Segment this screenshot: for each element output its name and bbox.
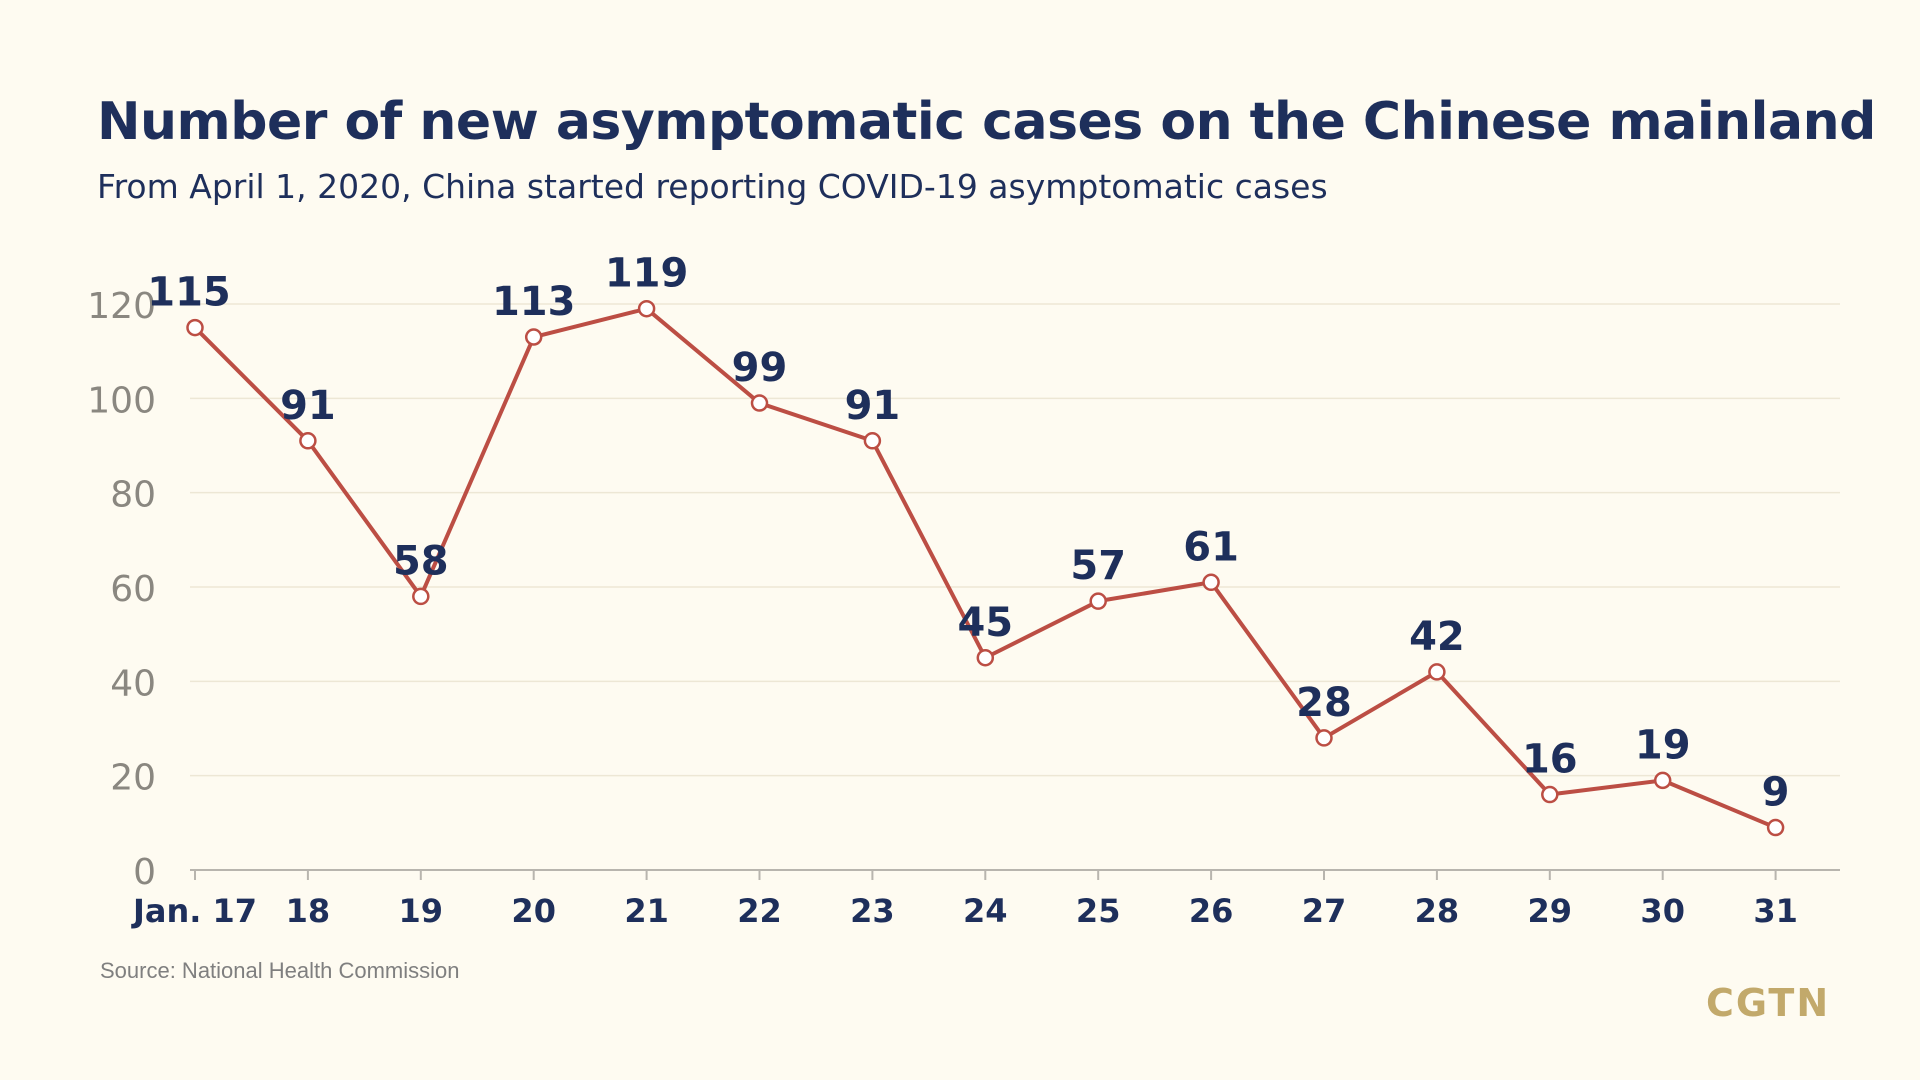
data-point <box>637 299 656 318</box>
data-point <box>299 432 317 450</box>
data-label: 61 <box>1183 524 1239 570</box>
x-tick-label: 23 <box>850 892 895 930</box>
x-tick-label: 26 <box>1189 892 1234 930</box>
data-labels: 115 91 58 113 119 99 91 45 57 61 28 42 16 19 9 <box>147 251 1789 816</box>
data-point <box>1315 729 1333 747</box>
x-tick-label: 18 <box>286 892 331 930</box>
y-tick-label: 100 <box>87 380 156 421</box>
x-tick-label: Jan. 17 <box>131 892 257 930</box>
data-point <box>186 318 204 337</box>
data-label: 99 <box>732 345 788 391</box>
data-label: 91 <box>845 383 901 429</box>
chart-subtitle: From April 1, 2020, China started report… <box>97 167 1328 206</box>
data-point <box>1202 573 1220 592</box>
data-label: 16 <box>1522 737 1578 783</box>
x-tick-label: 30 <box>1640 892 1685 930</box>
data-point <box>1428 663 1446 681</box>
data-label: 115 <box>147 270 231 316</box>
data-label: 119 <box>605 251 689 297</box>
data-label: 9 <box>1762 770 1790 816</box>
data-label: 58 <box>393 538 449 584</box>
x-tick-label: 27 <box>1302 892 1347 930</box>
chart-title: Number of new asymptomatic cases on the … <box>97 92 1876 152</box>
x-tick-label: 21 <box>624 892 669 930</box>
data-point <box>1089 592 1107 610</box>
data-point <box>524 328 543 346</box>
x-axis-ticks: Jan. 17 18 19 20 21 22 23 24 25 26 27 28 29 30 31 <box>131 870 1798 930</box>
data-point <box>1766 818 1785 837</box>
x-tick-label: 19 <box>399 892 444 930</box>
y-tick-label: 120 <box>87 286 156 327</box>
cgtn-logo: CGTN <box>1706 981 1831 1025</box>
data-label: 19 <box>1635 722 1691 768</box>
data-point <box>1541 785 1559 804</box>
source-note: Source: National Health Commission <box>100 958 460 983</box>
data-point <box>976 649 995 667</box>
y-tick-label: 60 <box>110 569 156 610</box>
x-tick-label: 20 <box>511 892 556 930</box>
x-tick-label: 31 <box>1753 892 1798 930</box>
x-tick-label: 28 <box>1415 892 1460 930</box>
data-point <box>750 394 769 412</box>
data-label: 28 <box>1296 680 1352 726</box>
data-label: 113 <box>492 279 576 325</box>
data-point <box>1653 771 1672 790</box>
y-tick-label: 80 <box>110 475 156 516</box>
data-label: 57 <box>1070 543 1126 589</box>
y-axis-ticks: 0 20 40 60 80 100 120 <box>87 286 156 893</box>
data-label: 45 <box>957 600 1013 646</box>
y-tick-label: 20 <box>110 758 156 799</box>
x-tick-label: 22 <box>737 892 782 930</box>
x-tick-label: 24 <box>963 892 1008 930</box>
x-tick-label: 25 <box>1076 892 1121 930</box>
data-point <box>863 432 882 450</box>
data-label: 42 <box>1409 614 1465 660</box>
data-label: 91 <box>280 383 336 429</box>
data-points <box>186 299 1785 837</box>
x-tick-label: 29 <box>1528 892 1573 930</box>
gridlines <box>190 303 1840 777</box>
y-tick-label: 0 <box>133 852 156 893</box>
y-tick-label: 40 <box>110 663 156 704</box>
data-point <box>412 587 430 606</box>
